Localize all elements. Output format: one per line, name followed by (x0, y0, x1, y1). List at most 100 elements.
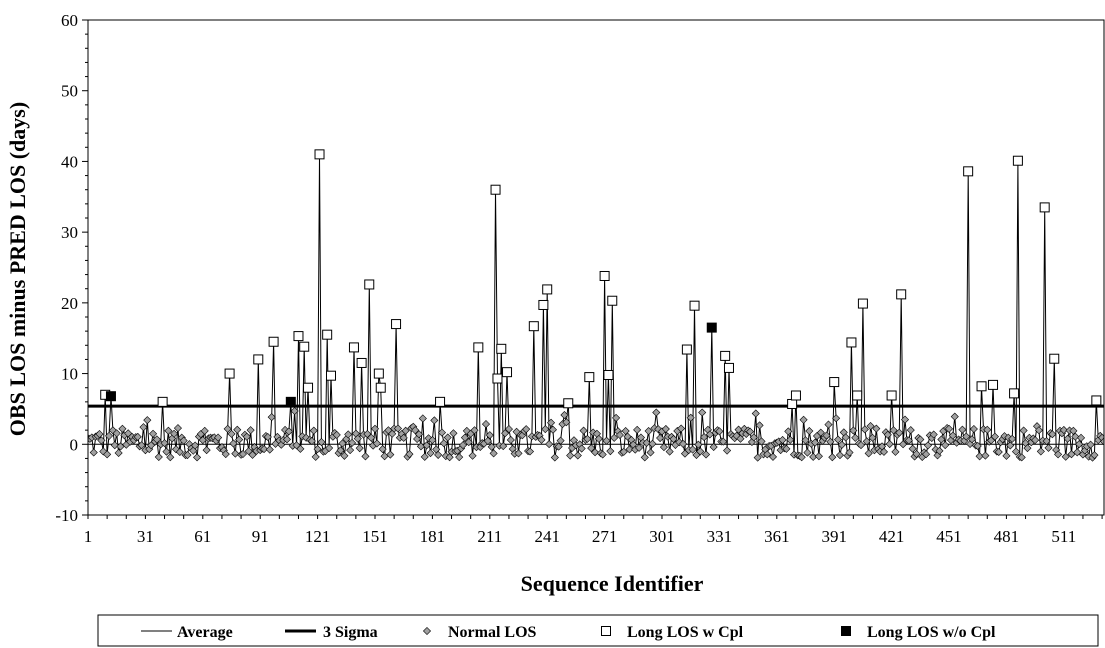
x-tick-label: 181 (420, 527, 446, 546)
normal-los-point (95, 430, 104, 439)
normal-los-point (923, 441, 932, 450)
normal-los-point (694, 440, 703, 449)
normal-los-point (981, 451, 990, 460)
normal-los-point (481, 420, 491, 429)
long-los-no-cpl-point (706, 322, 717, 333)
normal-los-point (828, 453, 837, 462)
normal-los-point (866, 422, 875, 431)
normal-los-point (1034, 426, 1043, 435)
normal-los-point (1023, 444, 1032, 453)
normal-los-point (562, 418, 571, 427)
normal-los-point (514, 449, 523, 458)
normal-los-point (541, 425, 550, 434)
normal-los-point (372, 439, 381, 448)
normal-los-point (648, 439, 657, 448)
normal-los-point (468, 451, 477, 460)
normal-los-point (443, 433, 452, 442)
long-los-cpl-point (1049, 353, 1060, 364)
normal-los-point (302, 433, 311, 442)
normal-los-point (719, 437, 728, 446)
plot-area (88, 149, 1104, 462)
normal-los-point (990, 432, 999, 441)
long-los-cpl-point (528, 321, 539, 332)
normal-los-point (149, 429, 158, 438)
y-tick-label: 10 (61, 365, 78, 384)
normal-los-point (522, 425, 531, 434)
x-tick-label: 151 (362, 527, 388, 546)
normal-los-point (736, 434, 745, 443)
normal-los-point (1011, 447, 1021, 456)
long-los-cpl-point (364, 279, 375, 290)
normal-los-point (701, 450, 711, 459)
normal-los-point (723, 446, 732, 455)
normal-los-point (378, 445, 387, 454)
normal-los-point (1099, 437, 1104, 446)
x-tick-label: 481 (994, 527, 1020, 546)
normal-los-point (1000, 432, 1009, 441)
legend-box (97, 614, 1099, 647)
normal-los-point (654, 425, 663, 434)
normal-los-point (623, 432, 632, 441)
normal-los-point (506, 435, 515, 444)
normal-los-point (229, 439, 238, 448)
x-tick-label: 271 (592, 527, 618, 546)
normal-los-point (1044, 443, 1053, 452)
normal-los-point (223, 424, 232, 433)
normal-los-point (455, 453, 464, 462)
normal-los-point (166, 453, 175, 462)
legend-label: Long LOS w/o Cpl (867, 624, 996, 641)
normal-los-point (325, 444, 334, 453)
normal-los-point (698, 408, 707, 417)
long-los-cpl-point (607, 295, 618, 306)
normal-los-point (537, 435, 546, 444)
long-los-cpl-point (322, 329, 333, 340)
normal-los-point (470, 426, 479, 435)
normal-los-point (133, 432, 142, 441)
normal-los-point (1086, 440, 1095, 449)
normal-los-point (420, 452, 429, 461)
normal-los-point (191, 441, 200, 450)
normal-los-point (414, 430, 424, 439)
long-los-cpl-point (1012, 155, 1023, 166)
x-tick-label: 121 (305, 527, 331, 546)
normal-los-point (290, 406, 299, 416)
normal-los-point (336, 446, 345, 455)
normal-los-point (1006, 441, 1015, 450)
normal-los-point (1090, 451, 1099, 460)
normal-los-point (841, 433, 850, 442)
normal-los-point (635, 443, 644, 452)
normal-los-point (929, 430, 938, 439)
normal-los-point (1054, 450, 1063, 459)
normal-los-point (700, 433, 709, 442)
normal-los-point (598, 450, 607, 459)
normal-los-point (296, 444, 305, 453)
normal-los-point (311, 452, 320, 461)
long-los-cpl-point (829, 377, 840, 388)
normal-los-point (883, 430, 892, 439)
normal-los-point (437, 428, 446, 437)
normal-los-point (973, 441, 982, 450)
normal-los-point (143, 416, 152, 425)
x-tick-label: 211 (477, 527, 502, 546)
normal-los-point (248, 450, 257, 459)
normal-los-point (983, 425, 992, 434)
normal-los-point (816, 428, 825, 437)
normal-los-point (868, 433, 877, 442)
long-los-cpl-point (988, 379, 999, 390)
normal-los-point (154, 453, 163, 462)
normal-los-point (560, 410, 569, 420)
long-los-cpl-point (857, 298, 868, 309)
normal-los-point (313, 445, 322, 454)
normal-los-point (411, 426, 420, 435)
x-tick-label: 451 (936, 527, 962, 546)
normal-los-point (227, 429, 236, 438)
normal-los-point (449, 429, 458, 438)
legend-normal-symbol (422, 626, 432, 636)
series-group (88, 149, 1104, 462)
legend-label: 3 Sigma (323, 624, 378, 641)
y-tick-label: 0 (70, 435, 79, 454)
normal-los-point (108, 426, 117, 435)
normal-los-point (460, 433, 469, 442)
normal-los-point (221, 450, 230, 459)
normal-los-point (103, 450, 112, 459)
